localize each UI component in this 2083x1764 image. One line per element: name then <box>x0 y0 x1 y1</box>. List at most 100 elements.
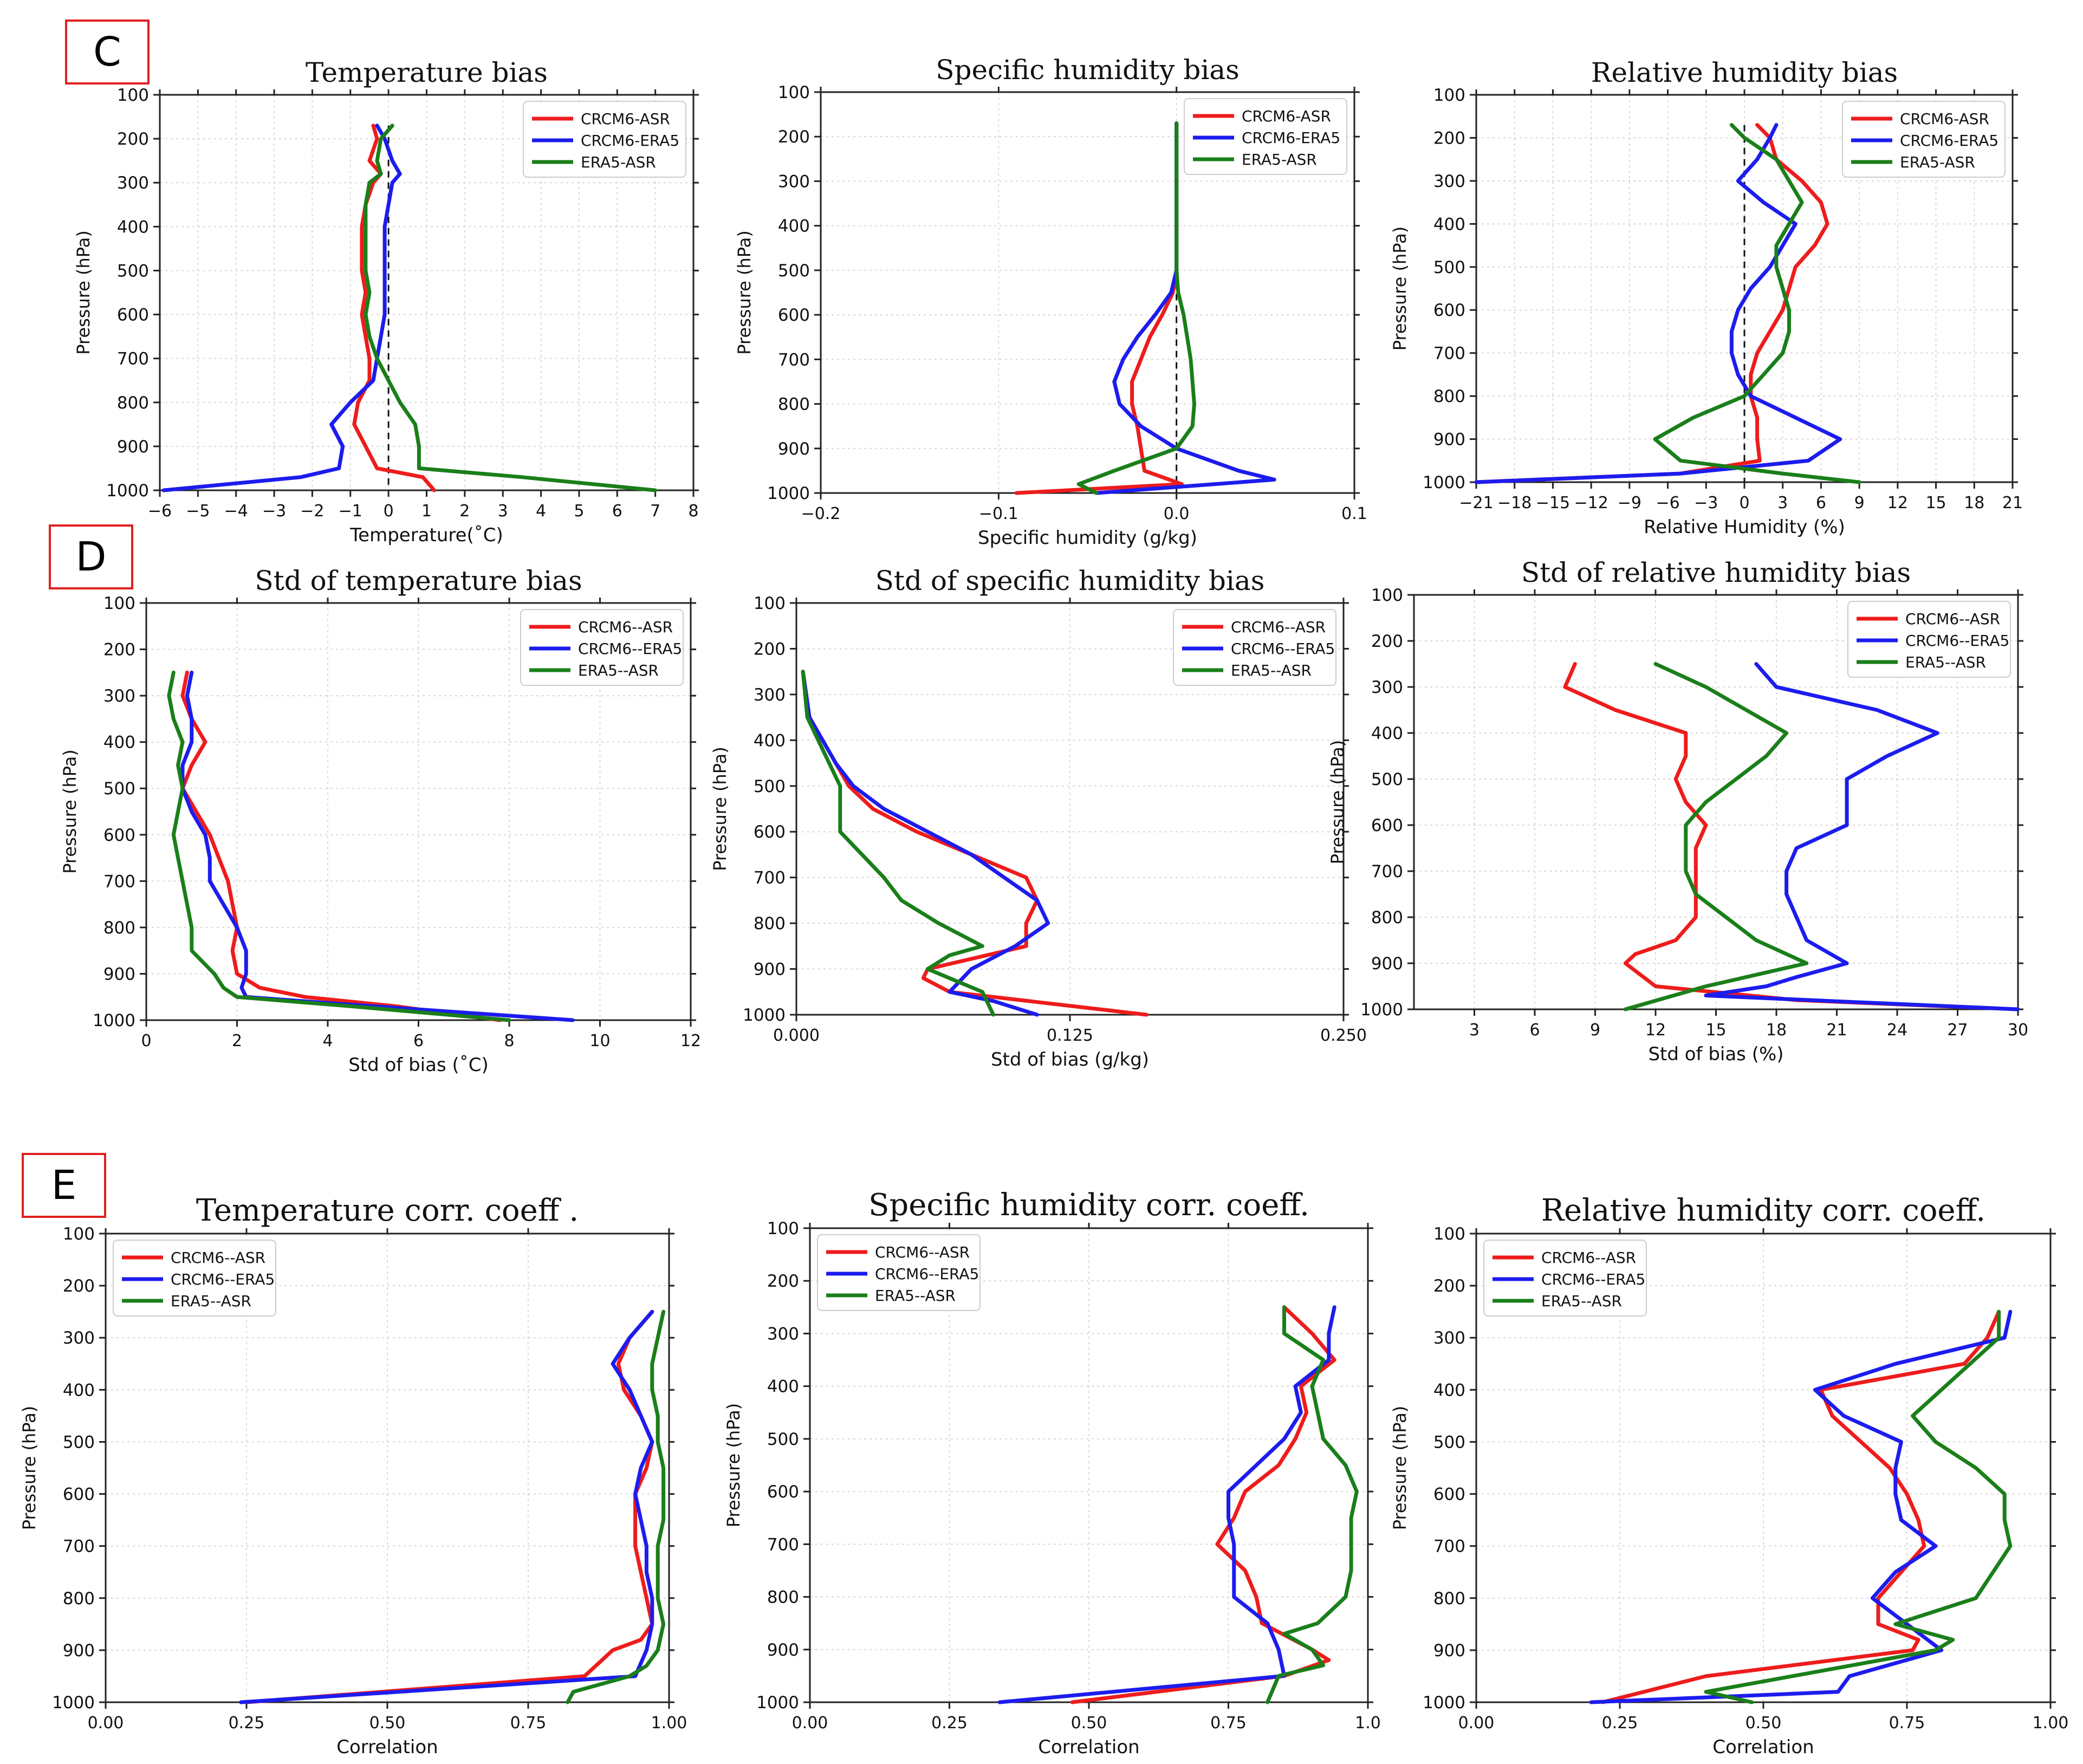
x-axis-label: Correlation <box>1712 1736 1814 1758</box>
series-line-crcm6-asr <box>1563 662 2020 1011</box>
x-tick-label: −2 <box>300 502 324 521</box>
y-axis-label: Pressure (hPa) <box>1390 226 1410 351</box>
series-line-crcm6-era5 <box>801 670 1050 1017</box>
x-tick-label: 18 <box>1964 494 1984 513</box>
x-tick-label: 0.75 <box>1889 1714 1925 1733</box>
legend-entry: ERA5--ASR <box>578 662 659 679</box>
y-tick-label: 1000 <box>1423 473 1465 492</box>
y-tick-label: 500 <box>767 1430 799 1449</box>
x-tick-label: −6 <box>148 502 172 521</box>
legend-entry: CRCM6-ERA5 <box>581 132 679 150</box>
legend: CRCM6--ASR CRCM6--ERA5 ERA5--ASR <box>113 1240 276 1316</box>
x-tick-label: 8 <box>688 502 698 521</box>
x-tick-label: 4 <box>536 502 546 521</box>
legend-entry: ERA5--ASR <box>1231 662 1312 679</box>
y-tick-label: 500 <box>103 779 135 799</box>
x-tick-label: 10 <box>589 1032 610 1050</box>
chart-title: Std of specific humidity bias <box>875 565 1265 596</box>
x-tick-label: 1.00 <box>2033 1714 2069 1733</box>
x-tick-label: 0.00 <box>1458 1714 1495 1733</box>
y-tick-label: 300 <box>103 686 135 706</box>
x-axis-label: Relative Humidity (%) <box>1644 516 1845 538</box>
chart-E1: 0.00 0.25 0.50 0.75 1.00 100 200 300 400 500 600 70… <box>19 1193 687 1758</box>
x-tick-label: 3 <box>1469 1021 1479 1040</box>
legend: CRCM6--ASR CRCM6--ERA5 ERA5--ASR <box>1483 1240 1647 1316</box>
series-line-crcm6-asr <box>801 670 1148 1017</box>
series-line-crcm6-era5 <box>1704 662 2020 1011</box>
x-tick-label: −3 <box>1694 494 1718 513</box>
y-tick-label: 200 <box>767 1272 799 1291</box>
legend-entry: CRCM6--ASR <box>578 618 673 636</box>
legend: CRCM6--ASR CRCM6--ERA5 ERA5--ASR <box>520 609 684 686</box>
legend-entry: ERA5--ASR <box>1541 1292 1622 1310</box>
legend-entry: CRCM6--ERA5 <box>578 640 682 658</box>
legend: CRCM6--ASR CRCM6--ERA5 ERA5--ASR <box>1847 601 2011 678</box>
y-tick-label: 300 <box>767 1324 799 1344</box>
y-tick-label: 200 <box>754 639 786 659</box>
x-tick-label: 0.125 <box>1047 1026 1093 1045</box>
y-tick-label: 500 <box>1433 1432 1465 1452</box>
y-tick-label: 300 <box>117 173 149 193</box>
x-tick-label: 15 <box>1925 494 1946 513</box>
panel-label-c: C <box>65 20 150 85</box>
y-tick-label: 1000 <box>93 1011 135 1030</box>
chart-E3: 0.00 0.25 0.50 0.75 1.00 100 200 300 400 500 600 70… <box>1390 1193 2068 1758</box>
panel-label-d: D <box>49 524 133 589</box>
x-tick-label: 15 <box>1705 1021 1726 1040</box>
x-tick-label: 18 <box>1766 1021 1787 1040</box>
x-axis-label: Specific humidity (g/kg) <box>978 527 1197 549</box>
x-tick-label: 21 <box>1826 1021 1847 1040</box>
series-line-era5-asr <box>801 670 996 1017</box>
x-tick-label: −0.1 <box>979 504 1018 523</box>
y-tick-label: 700 <box>754 868 786 888</box>
y-tick-label: 400 <box>103 733 135 753</box>
y-tick-label: 800 <box>117 393 149 413</box>
y-tick-label: 200 <box>63 1276 95 1296</box>
x-tick-label: −4 <box>224 502 248 521</box>
y-tick-label: 700 <box>778 350 810 369</box>
series-line-era5-asr <box>1653 123 1861 484</box>
y-tick-label: 200 <box>117 129 149 149</box>
chart-title: Specific humidity corr. coeff. <box>868 1188 1309 1223</box>
y-tick-label: 300 <box>1371 678 1403 697</box>
x-tick-label: 24 <box>1887 1021 1907 1040</box>
x-tick-label: 9 <box>1854 494 1865 513</box>
x-tick-label: 0.00 <box>88 1714 124 1733</box>
x-tick-label: 5 <box>574 502 584 521</box>
x-tick-label: 6 <box>612 502 622 521</box>
x-tick-label: 2 <box>459 502 470 521</box>
chart-title: Std of temperature bias <box>255 565 582 596</box>
y-tick-label: 200 <box>1433 128 1465 148</box>
y-tick-label: 900 <box>754 960 786 980</box>
y-tick-label: 100 <box>754 594 786 613</box>
series-line-crcm6-era5 <box>997 1305 1336 1704</box>
y-tick-label: 500 <box>778 261 810 281</box>
y-tick-label: 900 <box>1433 430 1465 450</box>
y-tick-label: 800 <box>63 1589 95 1609</box>
x-tick-label: 0.50 <box>369 1714 406 1733</box>
x-tick-label: 27 <box>1947 1021 1968 1040</box>
chart-title: Temperature bias <box>306 57 548 88</box>
chart-C3: −21 −18 −15 −12 −9 −6 −3 0 3 6 9 12 15 18 21 100 200 300 4… <box>1390 57 2023 538</box>
y-tick-label: 1000 <box>106 481 149 501</box>
y-tick-label: 600 <box>117 306 149 325</box>
y-tick-label: 400 <box>117 217 149 237</box>
y-tick-label: 900 <box>1371 954 1403 974</box>
y-tick-label: 900 <box>63 1641 95 1661</box>
legend-entry: CRCM6--ERA5 <box>1541 1270 1645 1288</box>
series-line-era5-asr <box>364 124 658 492</box>
y-tick-label: 900 <box>103 964 135 984</box>
y-tick-label: 200 <box>1433 1276 1465 1296</box>
x-tick-label: 0.75 <box>510 1714 547 1733</box>
y-tick-label: 700 <box>1371 862 1403 881</box>
series-line-crcm6-asr <box>180 670 502 1022</box>
y-tick-label: 600 <box>767 1482 799 1502</box>
y-tick-label: 100 <box>767 1219 799 1238</box>
chart-D3: 3 6 9 12 15 18 21 24 27 30 100 200 300 400 500 600 700 80… <box>1327 557 2028 1065</box>
y-tick-label: 1000 <box>52 1693 95 1713</box>
y-tick-label: 300 <box>1433 1328 1465 1348</box>
legend-entry: CRCM6--ASR <box>875 1243 970 1261</box>
x-tick-label: 0 <box>384 502 394 521</box>
legend: CRCM6-ASR CRCM6-ERA5 ERA5-ASR <box>1842 101 2006 178</box>
x-tick-label: 7 <box>650 502 660 521</box>
